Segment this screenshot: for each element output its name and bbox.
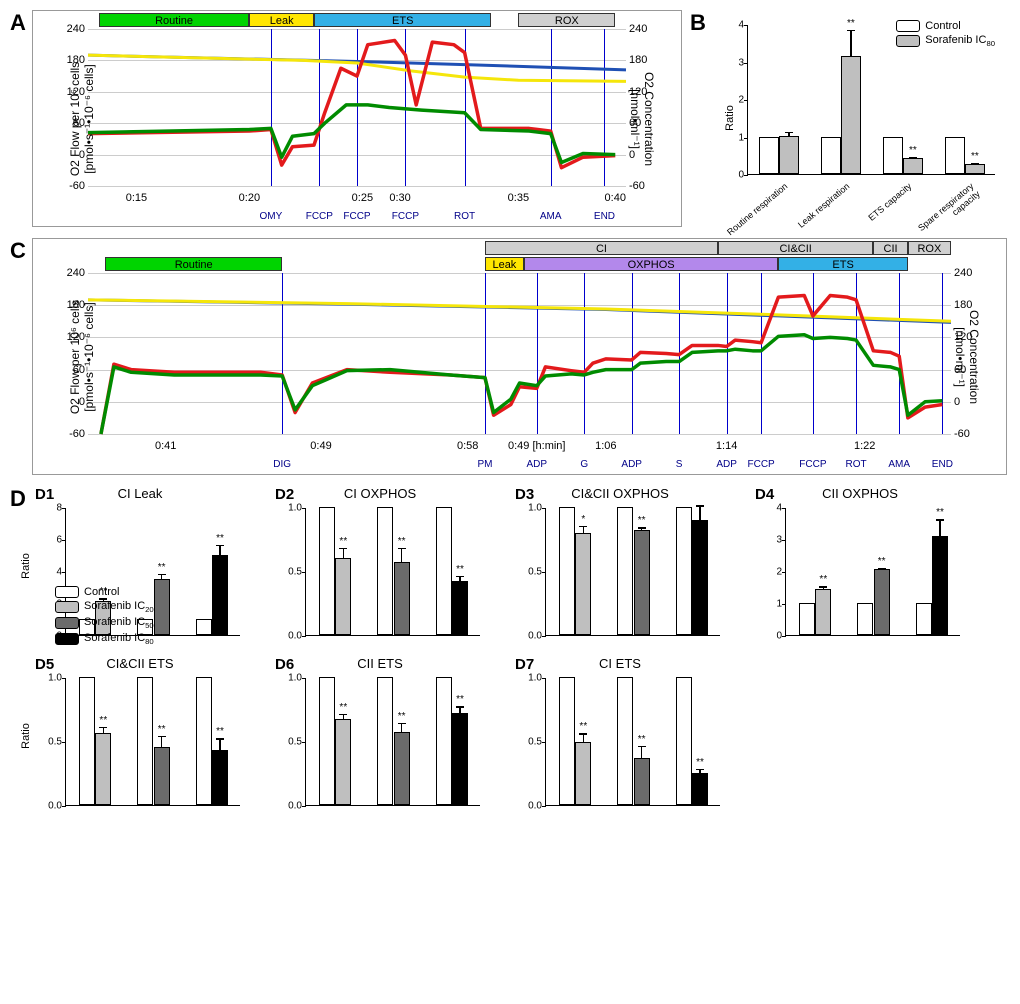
panel-b: B 01234Routine respiration**Leak respira… <box>690 10 1000 230</box>
phase-bar: Leak <box>249 13 314 27</box>
bar <box>759 137 779 175</box>
panel-c: C -60-60006060120120180180240240DIGPMADP… <box>10 238 1010 478</box>
d-sub-id: D6 <box>275 656 294 673</box>
d-sub-id: D7 <box>515 656 534 673</box>
panel-b-chart: 01234Routine respiration**Leak respirati… <box>712 10 1000 225</box>
event-mark: FCCP <box>306 211 333 222</box>
d-sub-title: CII OXPHOS <box>755 486 965 501</box>
bar <box>779 136 799 174</box>
d-subchart: D5CI&CII ETS0.00.51.0******Ratio <box>35 656 245 816</box>
event-mark: PM <box>477 459 492 470</box>
event-mark: FCCP <box>343 211 370 222</box>
panel-d: D D1CI Leak02468******RatioD2CI OXPHOS0.… <box>10 486 1010 816</box>
event-mark: AMA <box>888 459 910 470</box>
phase-bar: CI&CII <box>718 241 873 255</box>
phase-bar: OXPHOS <box>524 257 779 271</box>
bar <box>841 56 861 174</box>
bar <box>965 164 985 174</box>
panel-a-plot: -60-60006060120120180180240240OMYFCCPFCC… <box>32 10 682 227</box>
panel-d-grid: D1CI Leak02468******RatioD2CI OXPHOS0.00… <box>10 486 1010 816</box>
d-subchart: D4CII OXPHOS01234****** <box>755 486 965 646</box>
phase-bar: CII <box>873 241 908 255</box>
panel-a-label: A <box>10 10 26 36</box>
event-mark: ROT <box>846 459 867 470</box>
d-sub-id: D3 <box>515 486 534 503</box>
panel-c-plot: -60-60006060120120180180240240DIGPMADPGA… <box>32 238 1007 475</box>
phase-bar: Routine <box>105 257 282 271</box>
d-sub-title: CI&CII OXPHOS <box>515 486 725 501</box>
phase-bar: ROX <box>908 241 951 255</box>
event-mark: ADP <box>621 459 642 470</box>
event-mark: AMA <box>540 211 562 222</box>
event-mark: G <box>580 459 588 470</box>
event-mark: DIG <box>273 459 291 470</box>
phase-bar: ETS <box>314 13 492 27</box>
event-mark: END <box>594 211 615 222</box>
event-mark: S <box>676 459 683 470</box>
d-sub-title: CI OXPHOS <box>275 486 485 501</box>
phase-bar: CI <box>485 241 718 255</box>
panel-c-label: C <box>10 238 26 264</box>
d-sub-id: D5 <box>35 656 54 673</box>
bar <box>903 158 923 174</box>
phase-bar: Routine <box>99 13 250 27</box>
d-sub-title: CII ETS <box>275 656 485 671</box>
panel-a: A -60-60006060120120180180240240OMYFCCPF… <box>10 10 690 230</box>
bar <box>945 137 965 175</box>
panel-d-label: D <box>10 486 26 512</box>
phase-bar: Leak <box>485 257 524 271</box>
d-subchart: D2CI OXPHOS0.00.51.0****** <box>275 486 485 646</box>
panel-b-label: B <box>690 10 706 36</box>
bar <box>821 137 841 175</box>
phase-bar: ETS <box>778 257 907 271</box>
event-mark: FCCP <box>392 211 419 222</box>
d-subchart: D3CI&CII OXPHOS0.00.51.0*** <box>515 486 725 646</box>
d-sub-id: D2 <box>275 486 294 503</box>
event-mark: ROT <box>454 211 475 222</box>
event-mark: END <box>932 459 953 470</box>
d-subchart: D7CI ETS0.00.51.0****** <box>515 656 725 816</box>
phase-bar: ROX <box>518 13 615 27</box>
event-mark: ADP <box>526 459 547 470</box>
event-mark: OMY <box>260 211 283 222</box>
event-mark: FCCP <box>799 459 826 470</box>
d-subchart: D6CII ETS0.00.51.0****** <box>275 656 485 816</box>
d-sub-title: CI&CII ETS <box>35 656 245 671</box>
event-mark: ADP <box>716 459 737 470</box>
d-sub-title: CI ETS <box>515 656 725 671</box>
d-sub-id: D4 <box>755 486 774 503</box>
event-mark: FCCP <box>748 459 775 470</box>
bar <box>883 137 903 175</box>
